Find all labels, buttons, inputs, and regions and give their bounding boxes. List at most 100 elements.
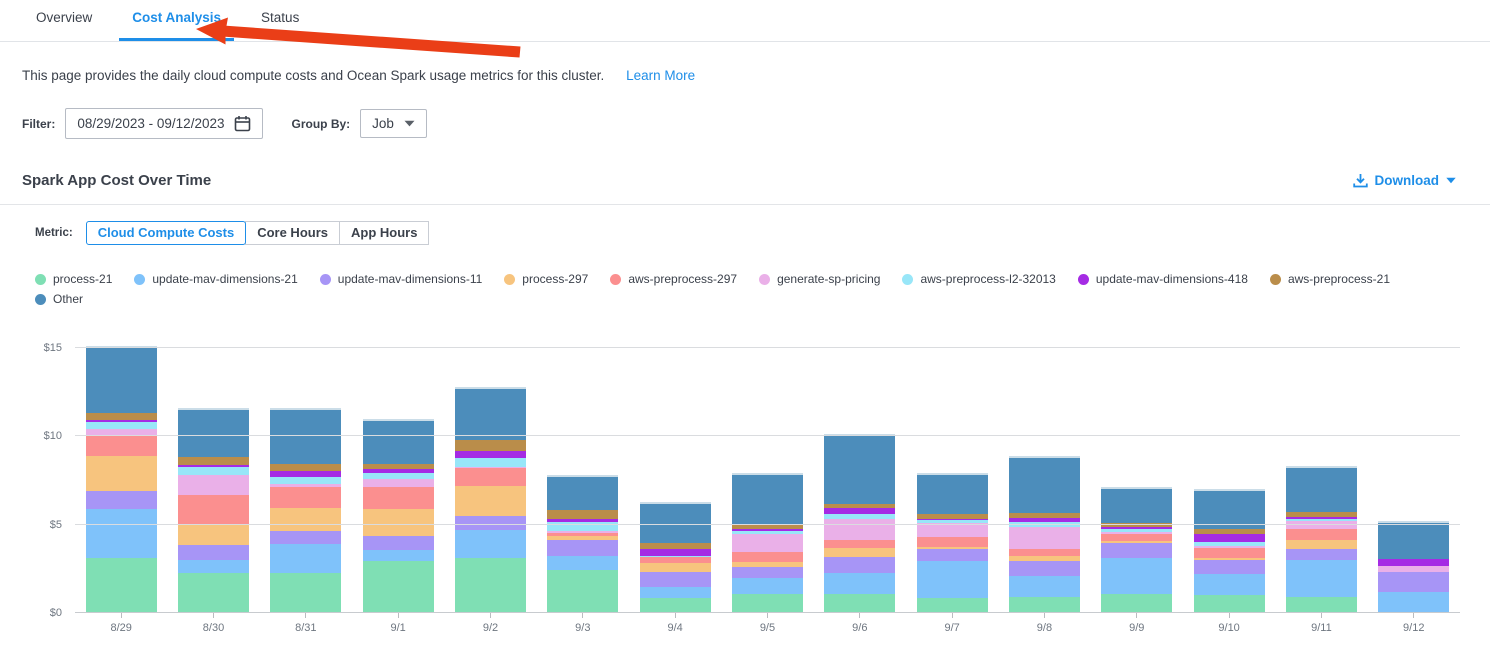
tab-status[interactable]: Status: [261, 10, 300, 25]
bar-segment-aws-preprocess-21[interactable]: [1193, 529, 1265, 534]
bar-segment-other[interactable]: [1378, 522, 1450, 560]
bar-segment-aws-preprocess-21[interactable]: [362, 463, 434, 470]
bar-segment-aws-preprocess-297[interactable]: [1101, 534, 1173, 541]
bar-segment-aws-preprocess-297[interactable]: [1193, 547, 1265, 559]
legend-item-update-mav-dimensions-418[interactable]: update-mav-dimensions-418: [1077, 272, 1248, 286]
bar-segment-aws-preprocess-21[interactable]: [547, 509, 619, 519]
bar-segment-process-297[interactable]: [1008, 555, 1080, 561]
bar-segment-generate-sp-pricing[interactable]: [270, 484, 342, 487]
bar-segment-update-mav-dimensions-418[interactable]: [639, 548, 711, 556]
bar-segment-aws-preprocess-21[interactable]: [177, 456, 249, 465]
bar-segment-generate-sp-pricing[interactable]: [85, 429, 157, 437]
bar-segment-update-mav-dimensions-11[interactable]: [362, 536, 434, 551]
bar-segment-process-21[interactable]: [85, 558, 157, 613]
bar-segment-update-mav-dimensions-21[interactable]: [177, 560, 249, 574]
bar-segment-update-mav-dimensions-11[interactable]: [824, 557, 896, 574]
legend-item-process-297[interactable]: process-297: [504, 272, 588, 286]
bar-segment-process-297[interactable]: [639, 562, 711, 573]
bar-segment-update-mav-dimensions-11[interactable]: [177, 544, 249, 560]
bar-segment-update-mav-dimensions-11[interactable]: [85, 491, 157, 509]
bar-segment-other[interactable]: [731, 475, 803, 525]
bar-segment-aws-preprocess-l2-32013[interactable]: [731, 530, 803, 534]
bar-segment-update-mav-dimensions-418[interactable]: [270, 470, 342, 478]
bar-segment-aws-preprocess-l2-32013[interactable]: [824, 514, 896, 519]
bar-segment-update-mav-dimensions-21[interactable]: [1285, 560, 1357, 598]
bar-segment-process-297[interactable]: [916, 546, 988, 549]
bar-segment-process-297[interactable]: [1285, 539, 1357, 550]
bar-segment-update-mav-dimensions-11[interactable]: [1378, 572, 1450, 592]
bar-segment-generate-sp-pricing[interactable]: [916, 522, 988, 538]
bar-segment-update-mav-dimensions-11[interactable]: [270, 530, 342, 545]
bar-segment-process-297[interactable]: [1193, 558, 1265, 561]
bar-segment-update-mav-dimensions-21[interactable]: [1008, 575, 1080, 598]
bar-segment-generate-sp-pricing[interactable]: [639, 556, 711, 558]
bar-segment-process-297[interactable]: [547, 536, 619, 540]
bar-segment-update-mav-dimensions-11[interactable]: [639, 572, 711, 588]
bar-segment-update-mav-dimensions-418[interactable]: [1193, 533, 1265, 542]
bar-segment-aws-preprocess-l2-32013[interactable]: [1285, 518, 1357, 522]
tab-overview[interactable]: Overview: [36, 10, 93, 25]
bar-segment-process-21[interactable]: [639, 597, 711, 613]
bar-segment-other[interactable]: [824, 436, 896, 504]
bar-segment-process-297[interactable]: [85, 455, 157, 492]
bar-segment-aws-preprocess-l2-32013[interactable]: [270, 477, 342, 485]
bar-segment-process-21[interactable]: [824, 593, 896, 613]
bar-segment-aws-preprocess-l2-32013[interactable]: [177, 467, 249, 476]
bar-segment-process-21[interactable]: [270, 573, 342, 613]
stacked-bar-9-11[interactable]: [1285, 466, 1357, 613]
bar-segment-generate-sp-pricing[interactable]: [362, 478, 434, 487]
bar-segment-process-21[interactable]: [362, 560, 434, 613]
bar-segment-update-mav-dimensions-11[interactable]: [547, 539, 619, 556]
bar-segment-update-mav-dimensions-418[interactable]: [1285, 516, 1357, 519]
bar-segment-update-mav-dimensions-11[interactable]: [1285, 549, 1357, 561]
bar-segment-update-mav-dimensions-418[interactable]: [1101, 527, 1173, 530]
bar-segment-aws-preprocess-297[interactable]: [454, 468, 526, 486]
bar-segment-process-21[interactable]: [916, 597, 988, 613]
bar-segment-process-21[interactable]: [1285, 597, 1357, 613]
stacked-bar-9-9[interactable]: [1101, 487, 1173, 613]
download-button[interactable]: Download: [1352, 173, 1457, 188]
bar-segment-aws-preprocess-l2-32013[interactable]: [1193, 541, 1265, 546]
bar-segment-aws-preprocess-21[interactable]: [731, 524, 803, 530]
bar-segment-process-297[interactable]: [454, 485, 526, 516]
bar-segment-update-mav-dimensions-418[interactable]: [547, 518, 619, 523]
bar-segment-aws-preprocess-21[interactable]: [1285, 512, 1357, 517]
bar-segment-aws-preprocess-297[interactable]: [639, 557, 711, 563]
bar-segment-aws-preprocess-l2-32013[interactable]: [547, 522, 619, 531]
bar-segment-aws-preprocess-297[interactable]: [270, 486, 342, 508]
bar-segment-update-mav-dimensions-418[interactable]: [824, 507, 896, 515]
date-range-picker[interactable]: 08/29/2023 - 09/12/2023: [65, 108, 264, 139]
bar-segment-aws-preprocess-297[interactable]: [1285, 529, 1357, 540]
bar-segment-other[interactable]: [454, 388, 526, 440]
bar-segment-other[interactable]: [1101, 489, 1173, 523]
bar-segment-process-21[interactable]: [1101, 593, 1173, 613]
bar-segment-update-mav-dimensions-418[interactable]: [177, 464, 249, 468]
bar-segment-update-mav-dimensions-21[interactable]: [639, 587, 711, 598]
bar-segment-other[interactable]: [85, 348, 157, 414]
stacked-bar-9-12[interactable]: [1378, 520, 1450, 613]
bar-segment-aws-preprocess-21[interactable]: [1008, 513, 1080, 518]
bar-segment-generate-sp-pricing[interactable]: [1101, 531, 1173, 535]
bar-segment-other[interactable]: [639, 503, 711, 544]
bar-segment-aws-preprocess-l2-32013[interactable]: [362, 472, 434, 479]
bar-segment-other[interactable]: [1285, 468, 1357, 513]
stacked-bar-9-7[interactable]: [916, 473, 988, 613]
legend-item-other[interactable]: Other: [35, 292, 83, 306]
bar-segment-aws-preprocess-l2-32013[interactable]: [1101, 529, 1173, 532]
bar-segment-other[interactable]: [1193, 491, 1265, 530]
bar-segment-update-mav-dimensions-418[interactable]: [1008, 517, 1080, 523]
bar-segment-update-mav-dimensions-11[interactable]: [916, 548, 988, 561]
bar-segment-update-mav-dimensions-21[interactable]: [1378, 591, 1450, 613]
bar-segment-process-297[interactable]: [824, 547, 896, 558]
bar-segment-update-mav-dimensions-21[interactable]: [731, 577, 803, 594]
stacked-bar-8-29[interactable]: [85, 346, 157, 613]
bar-segment-other[interactable]: [270, 409, 342, 464]
bar-segment-aws-preprocess-297[interactable]: [362, 486, 434, 509]
group-by-select[interactable]: Job: [360, 109, 427, 138]
stacked-bar-9-2[interactable]: [454, 386, 526, 613]
bar-segment-update-mav-dimensions-11[interactable]: [454, 515, 526, 530]
bar-segment-update-mav-dimensions-21[interactable]: [1101, 558, 1173, 594]
bar-segment-aws-preprocess-21[interactable]: [85, 413, 157, 420]
stacked-bar-9-1[interactable]: [362, 418, 434, 613]
bar-segment-update-mav-dimensions-21[interactable]: [270, 544, 342, 574]
